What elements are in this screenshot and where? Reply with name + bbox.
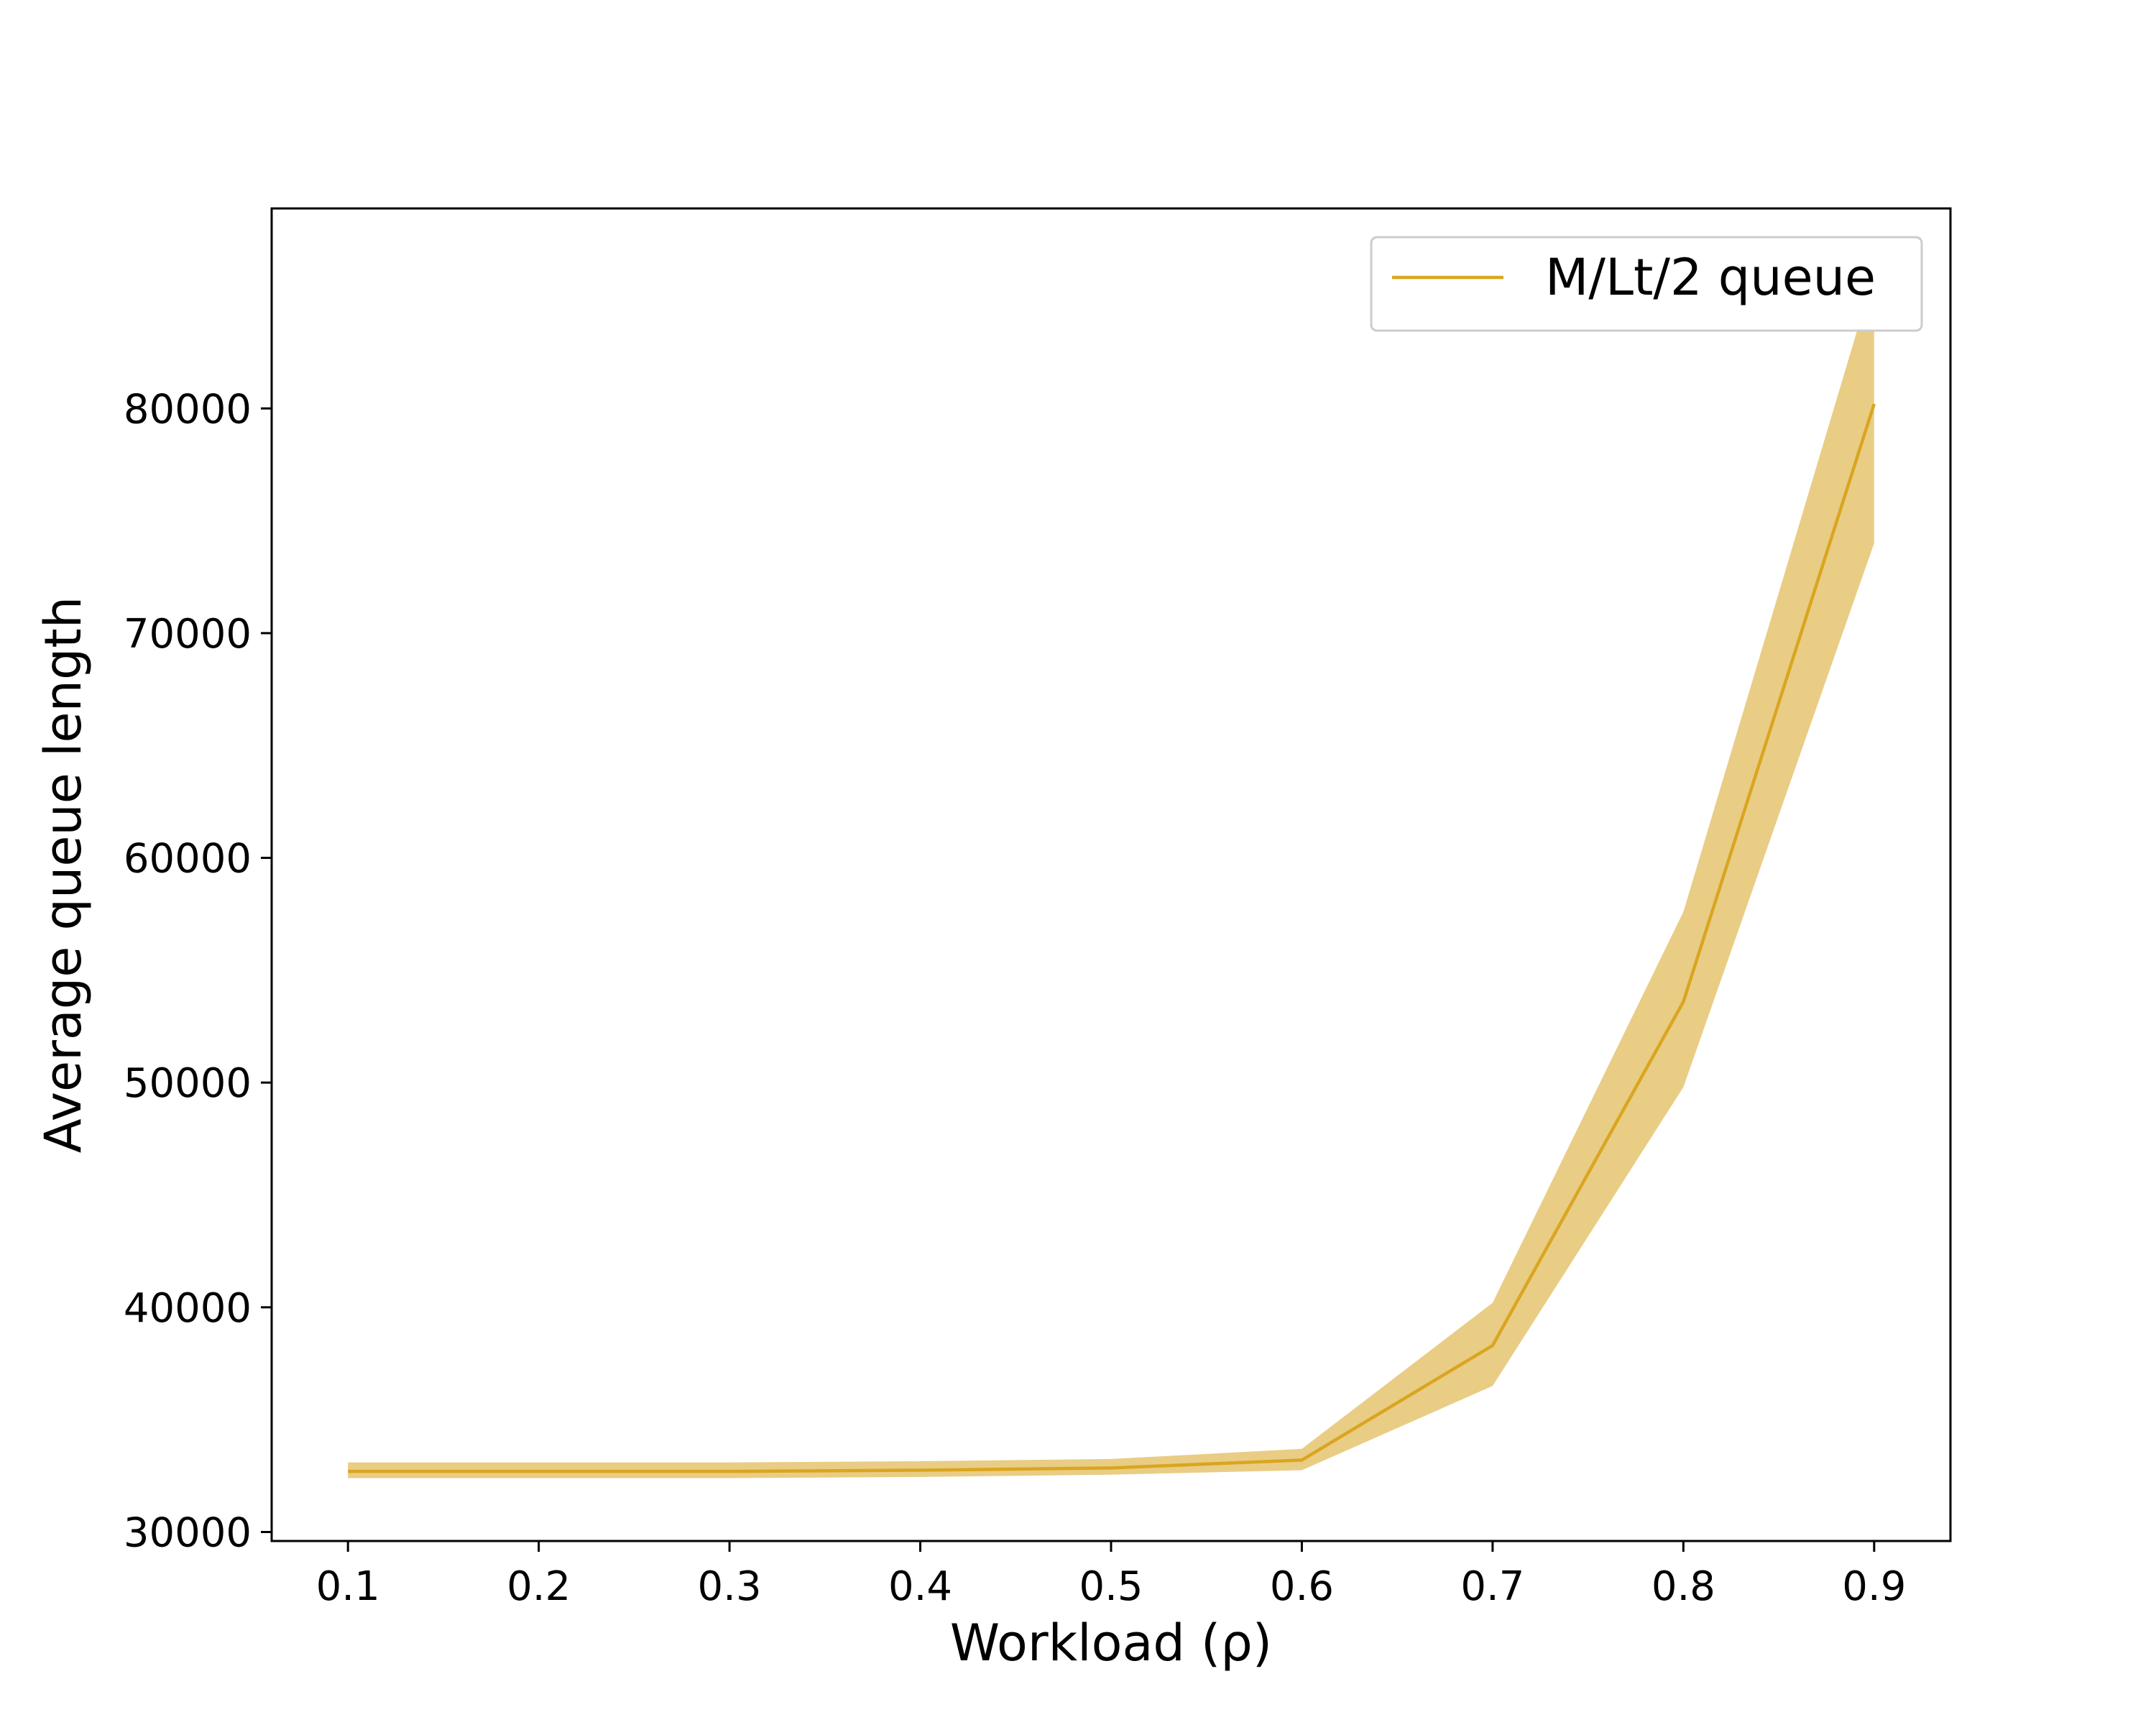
legend-label: M/Lt/2 queue bbox=[1545, 248, 1876, 307]
y-axis-label: Average queue length bbox=[34, 597, 93, 1153]
y-tick-label: 80000 bbox=[124, 386, 252, 433]
plot-area bbox=[270, 207, 1952, 1542]
legend-box bbox=[1370, 236, 1923, 332]
x-axis: 0.1 0.2 0.3 0.4 0.5 0.6 0.7 0.8 0.9 bbox=[316, 1541, 1906, 1610]
y-tick-label: 50000 bbox=[124, 1060, 252, 1107]
y-tick-label: 30000 bbox=[124, 1509, 252, 1556]
x-tick-label: 0.5 bbox=[1079, 1563, 1143, 1610]
x-tick-label: 0.9 bbox=[1842, 1563, 1906, 1610]
plot-background bbox=[272, 208, 1950, 1541]
x-tick-label: 0.8 bbox=[1651, 1563, 1715, 1610]
x-tick-label: 0.6 bbox=[1270, 1563, 1334, 1610]
x-tick-label: 0.3 bbox=[698, 1563, 762, 1610]
x-tick-label: 0.7 bbox=[1460, 1563, 1524, 1610]
x-axis-label: Workload (ρ) bbox=[950, 1614, 1272, 1673]
x-tick-label: 0.2 bbox=[507, 1563, 571, 1610]
x-tick-label: 0.4 bbox=[888, 1563, 952, 1610]
y-tick-label: 40000 bbox=[124, 1285, 252, 1332]
y-tick-label: 60000 bbox=[124, 836, 252, 883]
x-tick-label: 0.1 bbox=[316, 1563, 380, 1610]
y-axis: 30000 40000 50000 60000 70000 80000 bbox=[124, 386, 272, 1556]
series-line bbox=[348, 403, 1876, 1473]
y-tick-label: 70000 bbox=[124, 611, 252, 658]
legend: M/Lt/2 queue bbox=[1370, 236, 1923, 332]
